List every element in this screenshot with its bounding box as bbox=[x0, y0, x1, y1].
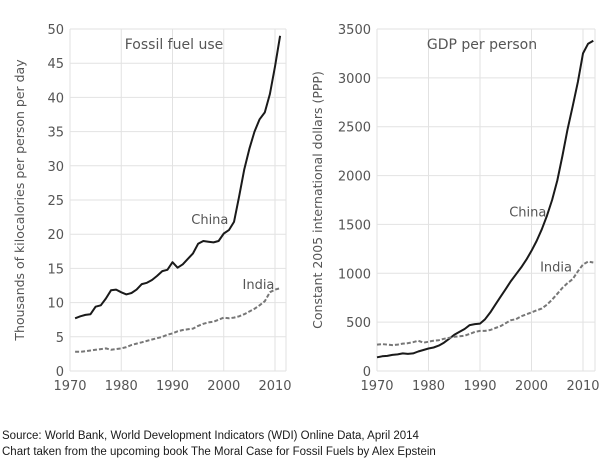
fossil-fuel-y-tick-label: 45 bbox=[47, 57, 64, 72]
gdp-grid bbox=[376, 28, 596, 372]
fossil-fuel-y-tick-label: 20 bbox=[47, 228, 64, 243]
fossil-fuel-china-label: China bbox=[191, 213, 228, 228]
gdp-y-tick-label: 3500 bbox=[338, 23, 371, 38]
gdp-india-line bbox=[376, 260, 594, 347]
gdp-x-ticks: 1970 1980 1990 2000 2010 bbox=[360, 379, 599, 394]
fossil-fuel-y-tick-label: 0 bbox=[56, 365, 64, 380]
fossil-fuel-y-tick-label: 5 bbox=[56, 331, 64, 346]
fossil-fuel-y-tick-label: 35 bbox=[47, 126, 64, 141]
fossil-fuel-x-tick-label: 1980 bbox=[105, 379, 138, 394]
gdp-y-tick-label: 500 bbox=[346, 316, 371, 331]
gdp-y-tick-label: 0 bbox=[363, 365, 371, 380]
gdp-india-label: India bbox=[540, 260, 572, 275]
credit-note: Chart taken from the upcoming book The M… bbox=[2, 446, 436, 458]
fossil-fuel-x-tick-label: 2010 bbox=[258, 379, 291, 394]
fossil-fuel-x-tick-label: 1990 bbox=[156, 379, 189, 394]
gdp-y-tick-label: 3000 bbox=[338, 72, 371, 87]
fossil-fuel-y-tick-label: 50 bbox=[47, 23, 64, 38]
fossil-fuel-india-label: India bbox=[243, 278, 275, 293]
gdp-x-tick-label: 2010 bbox=[566, 379, 599, 394]
fossil-fuel-grid bbox=[69, 28, 287, 372]
fossil-fuel-china-line bbox=[74, 35, 282, 320]
fossil-fuel-y-ticks: 0 5 10 15 20 25 30 35 40 45 50 bbox=[47, 23, 64, 380]
fossil-fuel-x-ticks: 1970 1980 1990 2000 2010 bbox=[53, 379, 291, 394]
gdp-title: GDP per person bbox=[427, 37, 537, 53]
source-note: Source: World Bank, World Development In… bbox=[2, 430, 419, 442]
gdp-x-tick-label: 1970 bbox=[360, 379, 393, 394]
fossil-fuel-y-tick-label: 30 bbox=[47, 160, 64, 175]
gdp-y-ticks: 0 500 1000 1500 2000 2500 3000 3500 bbox=[338, 23, 371, 380]
gdp-chart: 1970 1980 1990 2000 2010 0 500 1000 1500 2000 250… bbox=[310, 23, 600, 394]
gdp-x-tick-label: 1980 bbox=[412, 379, 445, 394]
gdp-y-axis-label: Constant 2005 international dollars (PPP… bbox=[310, 71, 325, 329]
gdp-y-tick-label: 2000 bbox=[338, 170, 371, 185]
gdp-y-tick-label: 2500 bbox=[338, 121, 371, 136]
gdp-series bbox=[376, 39, 594, 359]
fossil-fuel-series bbox=[74, 35, 282, 353]
gdp-china-label: China bbox=[509, 206, 546, 221]
fossil-fuel-india-line bbox=[75, 287, 281, 353]
fossil-fuel-title: Fossil fuel use bbox=[125, 37, 223, 53]
fossil-fuel-y-tick-label: 15 bbox=[47, 262, 64, 277]
gdp-x-tick-label: 2000 bbox=[515, 379, 548, 394]
fossil-fuel-y-axis-label: Thousands of kilocalories per person per… bbox=[12, 59, 27, 342]
gdp-china-line bbox=[376, 39, 594, 359]
fossil-fuel-x-tick-label: 1970 bbox=[53, 379, 86, 394]
fossil-fuel-y-tick-label: 25 bbox=[47, 194, 64, 209]
fossil-fuel-y-tick-label: 40 bbox=[47, 91, 64, 106]
fossil-fuel-y-tick-label: 10 bbox=[47, 297, 64, 312]
fossil-fuel-x-tick-label: 2000 bbox=[207, 379, 240, 394]
gdp-y-tick-label: 1500 bbox=[338, 218, 371, 233]
gdp-x-tick-label: 1990 bbox=[463, 379, 496, 394]
gdp-y-tick-label: 1000 bbox=[338, 267, 371, 282]
fossil-fuel-chart: 1970 1980 1990 2000 2010 0 5 10 15 20 25 30 35 40 45 5… bbox=[12, 23, 292, 394]
